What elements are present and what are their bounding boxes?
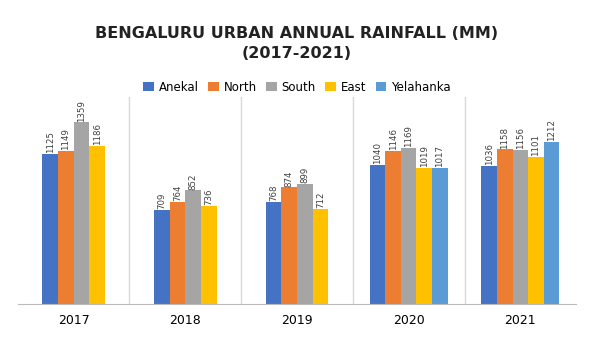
Bar (528, 157, 544, 304)
Bar (416, 168, 432, 304)
Text: 1156: 1156 (516, 127, 525, 149)
Title: BENGALURU URBAN ANNUAL RAINFALL (MM)
(2017-2021): BENGALURU URBAN ANNUAL RAINFALL (MM) (20… (96, 26, 498, 61)
Bar (282, 188, 297, 304)
Text: 1158: 1158 (500, 127, 509, 148)
Bar (544, 142, 560, 304)
Text: 1169: 1169 (404, 125, 413, 147)
Bar (154, 210, 170, 304)
Text: 1036: 1036 (485, 143, 494, 165)
Text: 1146: 1146 (388, 128, 397, 150)
Text: 1017: 1017 (435, 145, 444, 167)
Text: 1359: 1359 (77, 100, 86, 122)
Text: 1040: 1040 (373, 143, 382, 164)
Text: 1019: 1019 (420, 145, 429, 167)
Bar (170, 202, 185, 304)
Bar (74, 122, 89, 304)
Bar (401, 148, 416, 304)
Bar (369, 165, 386, 304)
Text: 1149: 1149 (61, 128, 70, 150)
Bar (497, 149, 513, 304)
Bar (297, 184, 312, 304)
Bar (432, 168, 448, 304)
Text: 768: 768 (269, 184, 278, 201)
Text: 709: 709 (157, 192, 166, 209)
Bar (58, 151, 74, 304)
Bar (481, 166, 497, 304)
Text: 899: 899 (301, 167, 309, 183)
Bar (312, 209, 328, 304)
Text: 764: 764 (173, 185, 182, 201)
Text: 852: 852 (189, 173, 198, 190)
Bar (266, 202, 282, 304)
Text: 1186: 1186 (93, 123, 102, 145)
Bar (201, 206, 217, 304)
Bar (386, 151, 401, 304)
Text: 1101: 1101 (532, 134, 541, 156)
Text: 1125: 1125 (46, 131, 55, 153)
Text: 874: 874 (285, 170, 293, 186)
Text: 736: 736 (204, 189, 213, 205)
Bar (42, 154, 58, 304)
Bar (513, 150, 528, 304)
Text: 1212: 1212 (547, 119, 556, 142)
Bar (89, 146, 105, 304)
Bar (185, 190, 201, 304)
Text: 712: 712 (316, 192, 325, 208)
Legend: Anekal, North, South, East, Yelahanka: Anekal, North, South, East, Yelahanka (139, 76, 455, 98)
